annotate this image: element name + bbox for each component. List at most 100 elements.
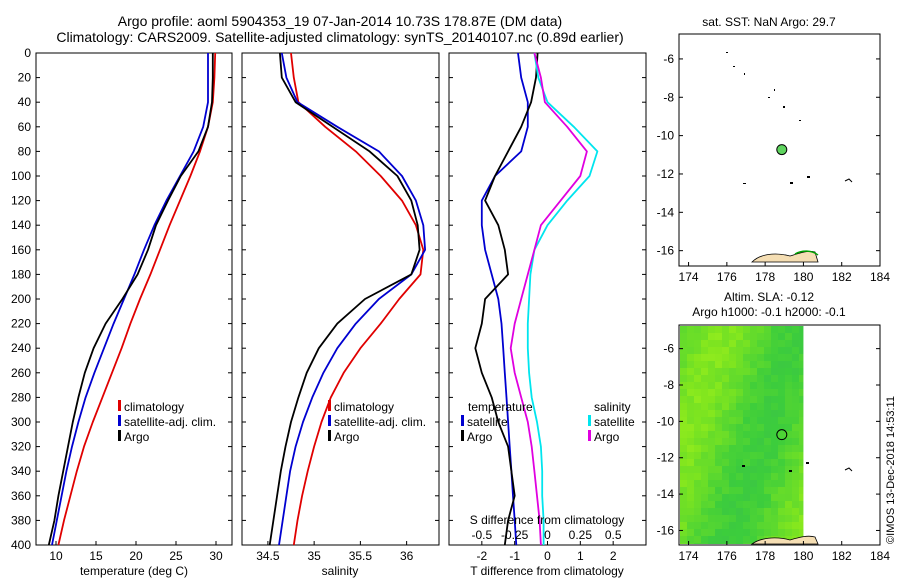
sla-cell [771,515,778,522]
sla-cell [708,368,715,375]
sla-cell [687,515,694,522]
sla-cell [750,445,757,452]
sla-cell [680,480,687,487]
sla-cell [785,487,792,494]
sla-cell [708,438,715,445]
depth-tick-label: 280 [11,390,31,404]
sla-cell [757,340,764,347]
sla-cell [701,354,708,361]
series-salinity-satellite [526,52,599,545]
sla-cell [694,501,701,508]
diff-s-tick-label: -0.5 [471,528,492,542]
sla-cell [736,361,743,368]
sla-cell [743,340,750,347]
sla-cell [799,487,804,494]
sla-cell [785,522,792,529]
sla-cell [694,543,701,544]
sst-map-islands [726,52,853,263]
sla-cell [743,347,750,354]
sla-cell [708,473,715,480]
sla-cell [778,396,785,403]
sla-y-ticks: -6 -8 -10 -12 -14 -16 [657,342,880,537]
sla-cell [701,445,708,452]
sla-cell [694,375,701,382]
sla-cell [687,403,694,410]
sla-cell [750,515,757,522]
sla-cell [722,473,729,480]
sla-cell [687,368,694,375]
sla-cell [799,375,804,382]
sla-cell [764,333,771,340]
diff-x-tick-label: 0 [544,549,551,563]
sla-cell [785,375,792,382]
sla-cell [743,501,750,508]
sla-cell [680,417,687,424]
legend-s-satellite-label: satellite [594,415,635,429]
sla-cell [701,375,708,382]
sla-cell [729,459,736,466]
sla-cell [771,396,778,403]
depth-tick-label: 220 [11,317,31,331]
sla-cell [729,326,736,333]
fiji-landmass [751,250,819,263]
map-y-tick-label: -12 [657,451,675,465]
sla-cell [715,522,722,529]
sla-cell [743,354,750,361]
sla-cell [715,529,722,536]
sla-cell [771,424,778,431]
sla-cell [708,361,715,368]
sla-cell [778,382,785,389]
map-x-tick-label: 176 [717,549,737,563]
sla-cell [743,382,750,389]
sla-cell [778,445,785,452]
sla-cell [708,333,715,340]
sla-cell [743,431,750,438]
sla-cell [799,410,804,417]
sla-cell [722,438,729,445]
sla-cell [701,459,708,466]
sla-cell [715,508,722,515]
sla-cell [764,326,771,333]
sla-cell [736,445,743,452]
sla-cell [715,375,722,382]
sla-cell [778,515,785,522]
legend-t-satellite-swatch [461,415,464,426]
sla-cell [792,403,799,410]
sla-cell [687,375,694,382]
sla-cell [701,480,708,487]
sla-cell [708,459,715,466]
sla-cell [694,417,701,424]
sla-cell [722,389,729,396]
legend-t-satellite-label: satellite [467,415,508,429]
map-y-tick-label: -6 [663,342,674,356]
sla-cell [799,522,804,529]
sla-cell [687,452,694,459]
sla-cell [701,382,708,389]
legend-s-satellite-swatch [588,415,591,426]
sla-cell [792,529,799,536]
sla-cell [799,445,804,452]
sla-cell [785,452,792,459]
sla-cell [694,494,701,501]
sla-cell [694,480,701,487]
depth-tick-label: 260 [11,366,31,380]
sla-cell [708,466,715,473]
map-x-tick-label: 184 [870,270,890,284]
sla-cell [729,452,736,459]
sla-cell [799,515,804,522]
sla-cell [694,361,701,368]
depth-tick-label: 80 [18,144,32,158]
sla-cell [785,396,792,403]
sla-cell [694,382,701,389]
sla-cell [687,389,694,396]
diff-x-tick-label: -1 [509,549,520,563]
sla-cell [708,354,715,361]
sla-cell [743,487,750,494]
sla-cell [785,459,792,466]
sla-cell [729,347,736,354]
depth-tick-label: 0 [24,46,31,60]
sla-cell [799,382,804,389]
sla-cell [722,466,729,473]
sla-cell [764,522,771,529]
